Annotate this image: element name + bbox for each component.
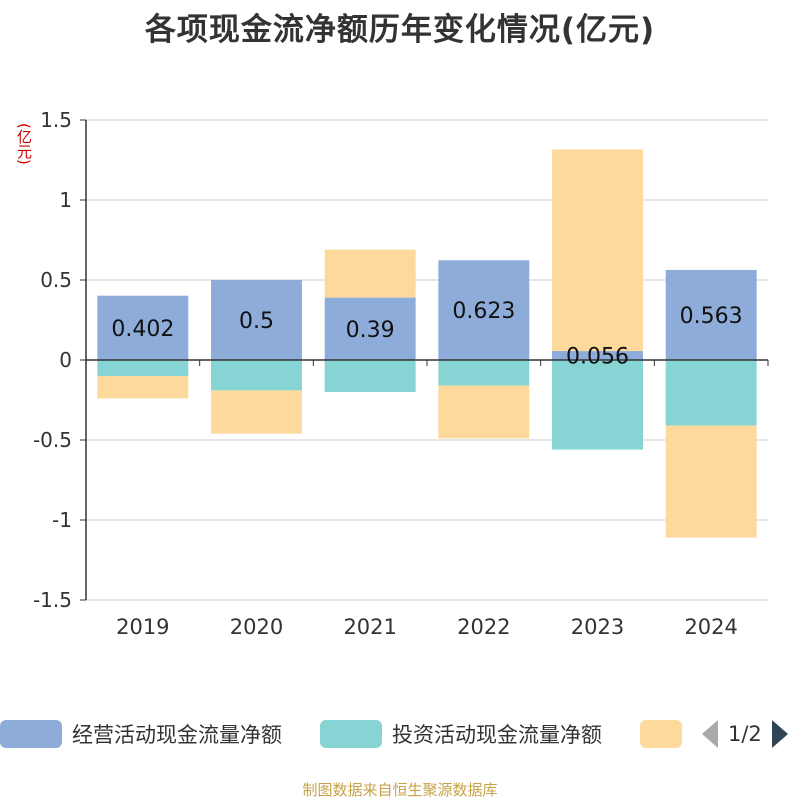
bar-data-label: 0.5 — [239, 309, 274, 334]
legend-label-investing: 投资活动现金流量净额 — [392, 723, 602, 747]
bar-segment — [552, 360, 643, 450]
legend-page-indicator: 1/2 — [728, 722, 762, 746]
bar-segment — [665, 360, 757, 426]
x-tick-label: 2019 — [116, 615, 169, 639]
y-tick-label: 0 — [59, 348, 72, 372]
x-tick-label: 2021 — [343, 615, 396, 639]
y-tick-label: 1 — [59, 188, 72, 212]
y-tick-label: -0.5 — [33, 428, 72, 452]
bar-segment — [97, 360, 189, 376]
x-tick-label: 2024 — [684, 615, 737, 639]
bar-segment — [552, 351, 643, 360]
bar-segment — [665, 269, 757, 360]
legend-item-investing-cashflow[interactable]: 投资活动现金流量净额 — [320, 714, 602, 754]
x-tick-label: 2023 — [571, 615, 624, 639]
bar-segment — [324, 297, 416, 360]
y-tick-label: 0.5 — [40, 268, 72, 292]
chart-title: 各项现金流净额历年变化情况(亿元) — [144, 12, 656, 48]
bar-segment — [665, 425, 757, 538]
bar-segment — [438, 385, 530, 439]
bar-data-label: 0.056 — [566, 345, 629, 370]
bar-segment — [324, 360, 416, 392]
y-tick-label: 1.5 — [40, 108, 72, 132]
legend-swatch-investing — [320, 720, 382, 748]
x-tick-label: 2020 — [230, 615, 283, 639]
bar-segment — [211, 390, 302, 434]
bar-data-label: 0.402 — [111, 317, 174, 342]
bar-segment — [438, 360, 530, 386]
legend: 经营活动现金流量净额 投资活动现金流量净额 1/2 — [0, 714, 800, 754]
legend-next-arrow-icon[interactable] — [771, 720, 788, 748]
bar-segment — [97, 295, 189, 360]
bar-segment — [97, 376, 189, 399]
y-tick-label: -1 — [52, 508, 72, 532]
data-source-note: 制图数据来自恒生聚源数据库 — [302, 781, 498, 799]
x-tick-label: 2022 — [457, 615, 510, 639]
legend-swatch-operating — [0, 720, 62, 748]
bar-segment — [552, 149, 643, 352]
bar-segment — [211, 360, 302, 391]
stacked-bar-chart: -1.5 -1 -0.5 0 0.5 1 1.5 2019 2020 2021 2022 2023 20… — [33, 108, 769, 639]
bar-data-label: 0.563 — [680, 304, 743, 329]
legend-item-operating-cashflow[interactable]: 经营活动现金流量净额 — [0, 714, 282, 754]
legend-pager: 1/2 — [702, 714, 788, 754]
legend-item-third-series[interactable] — [640, 714, 692, 754]
bar-segment — [324, 249, 416, 298]
bar-data-label: 0.623 — [452, 299, 515, 324]
bar-segment — [211, 280, 302, 360]
legend-swatch-third — [640, 720, 682, 748]
bar-segment — [438, 260, 530, 360]
y-axis-unit-label: (亿元) — [15, 123, 33, 165]
legend-label-operating: 经营活动现金流量净额 — [72, 723, 282, 747]
legend-prev-arrow-icon[interactable] — [702, 720, 718, 748]
bar-data-label: 0.39 — [346, 318, 395, 343]
y-tick-label: -1.5 — [33, 588, 72, 612]
